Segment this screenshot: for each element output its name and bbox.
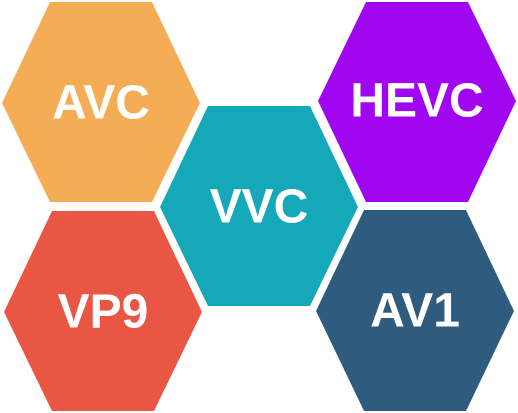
hexagon-avc: AVC	[2, 2, 200, 202]
hexagon-av1: AV1	[316, 210, 514, 411]
hexagon-vvc-shape	[160, 106, 358, 306]
hexagon-av1-shape	[316, 210, 514, 411]
hexagon-vp9: VP9	[4, 211, 202, 411]
hexagon-avc-shape	[2, 2, 200, 202]
hexagon-av1-label: AV1	[370, 285, 460, 338]
hexagon-vvc: VVC	[160, 106, 358, 306]
hexagon-avc-label: AVC	[52, 77, 150, 130]
hexagon-vp9-label: VP9	[58, 286, 149, 339]
hexagon-vp9-shape	[4, 211, 202, 411]
hexagon-vvc-label: VVC	[210, 181, 309, 234]
hexagon-hevc-label: HEVC	[350, 75, 483, 128]
hexagon-hevc: HEVC	[318, 2, 516, 202]
hexagon-hevc-shape	[318, 2, 516, 202]
